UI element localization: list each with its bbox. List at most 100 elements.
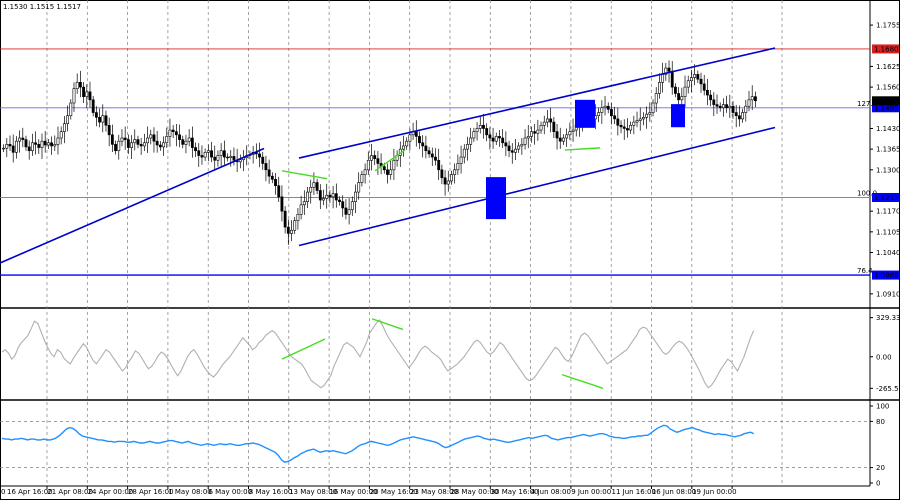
y-tick-label: 1.1430: [876, 125, 900, 133]
candle-body: [338, 199, 341, 202]
y-tick-label: 1.1040: [876, 249, 900, 257]
candle-body: [728, 105, 732, 109]
rsi-line: [1, 424, 755, 463]
candle-body: [299, 204, 303, 215]
x-tick-label: 23 May 08:00: [410, 488, 458, 496]
candle-body: [658, 82, 661, 94]
candle-body: [648, 112, 652, 115]
candle-body: [354, 191, 357, 202]
rsi-tick-label: 100: [876, 403, 889, 411]
candle-body: [632, 121, 636, 126]
candle-body: [363, 169, 367, 175]
candle-body: [312, 182, 316, 188]
candle-body: [504, 142, 508, 147]
signal-marker: [486, 177, 506, 220]
candle-body: [200, 155, 204, 158]
candle-body: [414, 131, 418, 137]
candle-body: [146, 137, 149, 144]
candle-body: [689, 77, 693, 82]
candle-body: [325, 194, 329, 199]
divergence-line: [374, 149, 406, 172]
candle-body: [466, 144, 469, 150]
x-tick-label: 6 May 00:00: [209, 488, 253, 496]
candle-body: [46, 142, 50, 146]
candle-body: [610, 109, 613, 117]
candle-body: [744, 105, 748, 113]
candle-body: [443, 177, 447, 185]
candle-body: [133, 139, 137, 144]
candle-body: [462, 148, 466, 158]
candle-body: [555, 131, 559, 139]
candle-body: [274, 179, 277, 187]
x-tick-label: 19 Jun 00:00: [692, 488, 736, 496]
x-tick-label: 4 Jun 08:00: [531, 488, 571, 496]
candle-body: [418, 136, 421, 144]
candle-body: [283, 210, 287, 228]
candle-body: [347, 209, 351, 215]
x-tick-label: 8 May 16:00: [249, 488, 293, 496]
candle-body: [392, 159, 396, 171]
level-badge-label: 1.0969: [874, 272, 899, 280]
candle-body: [539, 124, 543, 131]
candle-body: [510, 150, 514, 153]
candle-body: [187, 137, 191, 142]
candle-body: [344, 207, 348, 215]
candle-body: [139, 144, 143, 147]
candle-body: [606, 105, 610, 110]
candle-body: [507, 145, 511, 152]
candle-body: [293, 220, 297, 231]
candle-body: [526, 136, 530, 139]
candle-body: [482, 124, 485, 129]
x-tick-label: 16 Apr 16:00: [7, 488, 53, 496]
candle-body: [565, 134, 569, 139]
candle-body: [747, 99, 751, 107]
x-tick-label: 16 May 00:00: [329, 488, 377, 496]
candle-body: [280, 196, 284, 212]
y-tick-label: 1.1170: [876, 208, 900, 216]
candle-body: [59, 131, 63, 139]
candle-body: [69, 102, 73, 117]
candle-body: [683, 86, 687, 97]
candle-body: [229, 156, 233, 159]
y-tick-label: 1.1755: [876, 22, 900, 30]
candle-body: [286, 226, 290, 234]
candle-body: [402, 145, 405, 150]
candle-body: [158, 144, 162, 148]
level-badge-label: 1.1213: [874, 194, 899, 202]
candle-body: [616, 118, 620, 126]
candle-body: [350, 201, 354, 210]
candle-body: [677, 93, 681, 101]
candle-body: [43, 140, 47, 146]
candle-body: [270, 175, 274, 180]
cci-line: [1, 318, 755, 389]
candle-body: [290, 229, 293, 234]
candle-body: [181, 139, 185, 145]
candle-body: [66, 115, 70, 124]
x-tick-label: 28 May 00:00: [450, 488, 498, 496]
candle-body: [366, 159, 370, 171]
candle-body: [430, 153, 434, 158]
candle-body: [501, 137, 505, 144]
candle-body: [149, 134, 153, 139]
candle-body: [142, 142, 146, 147]
candle-body: [472, 131, 476, 139]
candle-body: [11, 145, 15, 153]
y-tick-label: 1.1105: [876, 228, 900, 236]
level-badge: [872, 44, 899, 54]
candle-body: [696, 74, 700, 80]
candle-body: [562, 137, 565, 142]
candle-body: [376, 158, 380, 164]
y-tick-label: 1.1560: [876, 84, 900, 92]
x-tick-label: 21 Apr 08:00: [47, 488, 93, 496]
candle-body: [78, 82, 82, 88]
candle-body: [267, 169, 271, 177]
candle-body: [331, 193, 335, 198]
level-badge-label: 1.1680: [874, 45, 899, 53]
candle-body: [654, 93, 658, 104]
candle-body: [549, 118, 553, 123]
y-tick-label: 1.0910: [876, 290, 900, 298]
candle-body: [520, 144, 524, 147]
